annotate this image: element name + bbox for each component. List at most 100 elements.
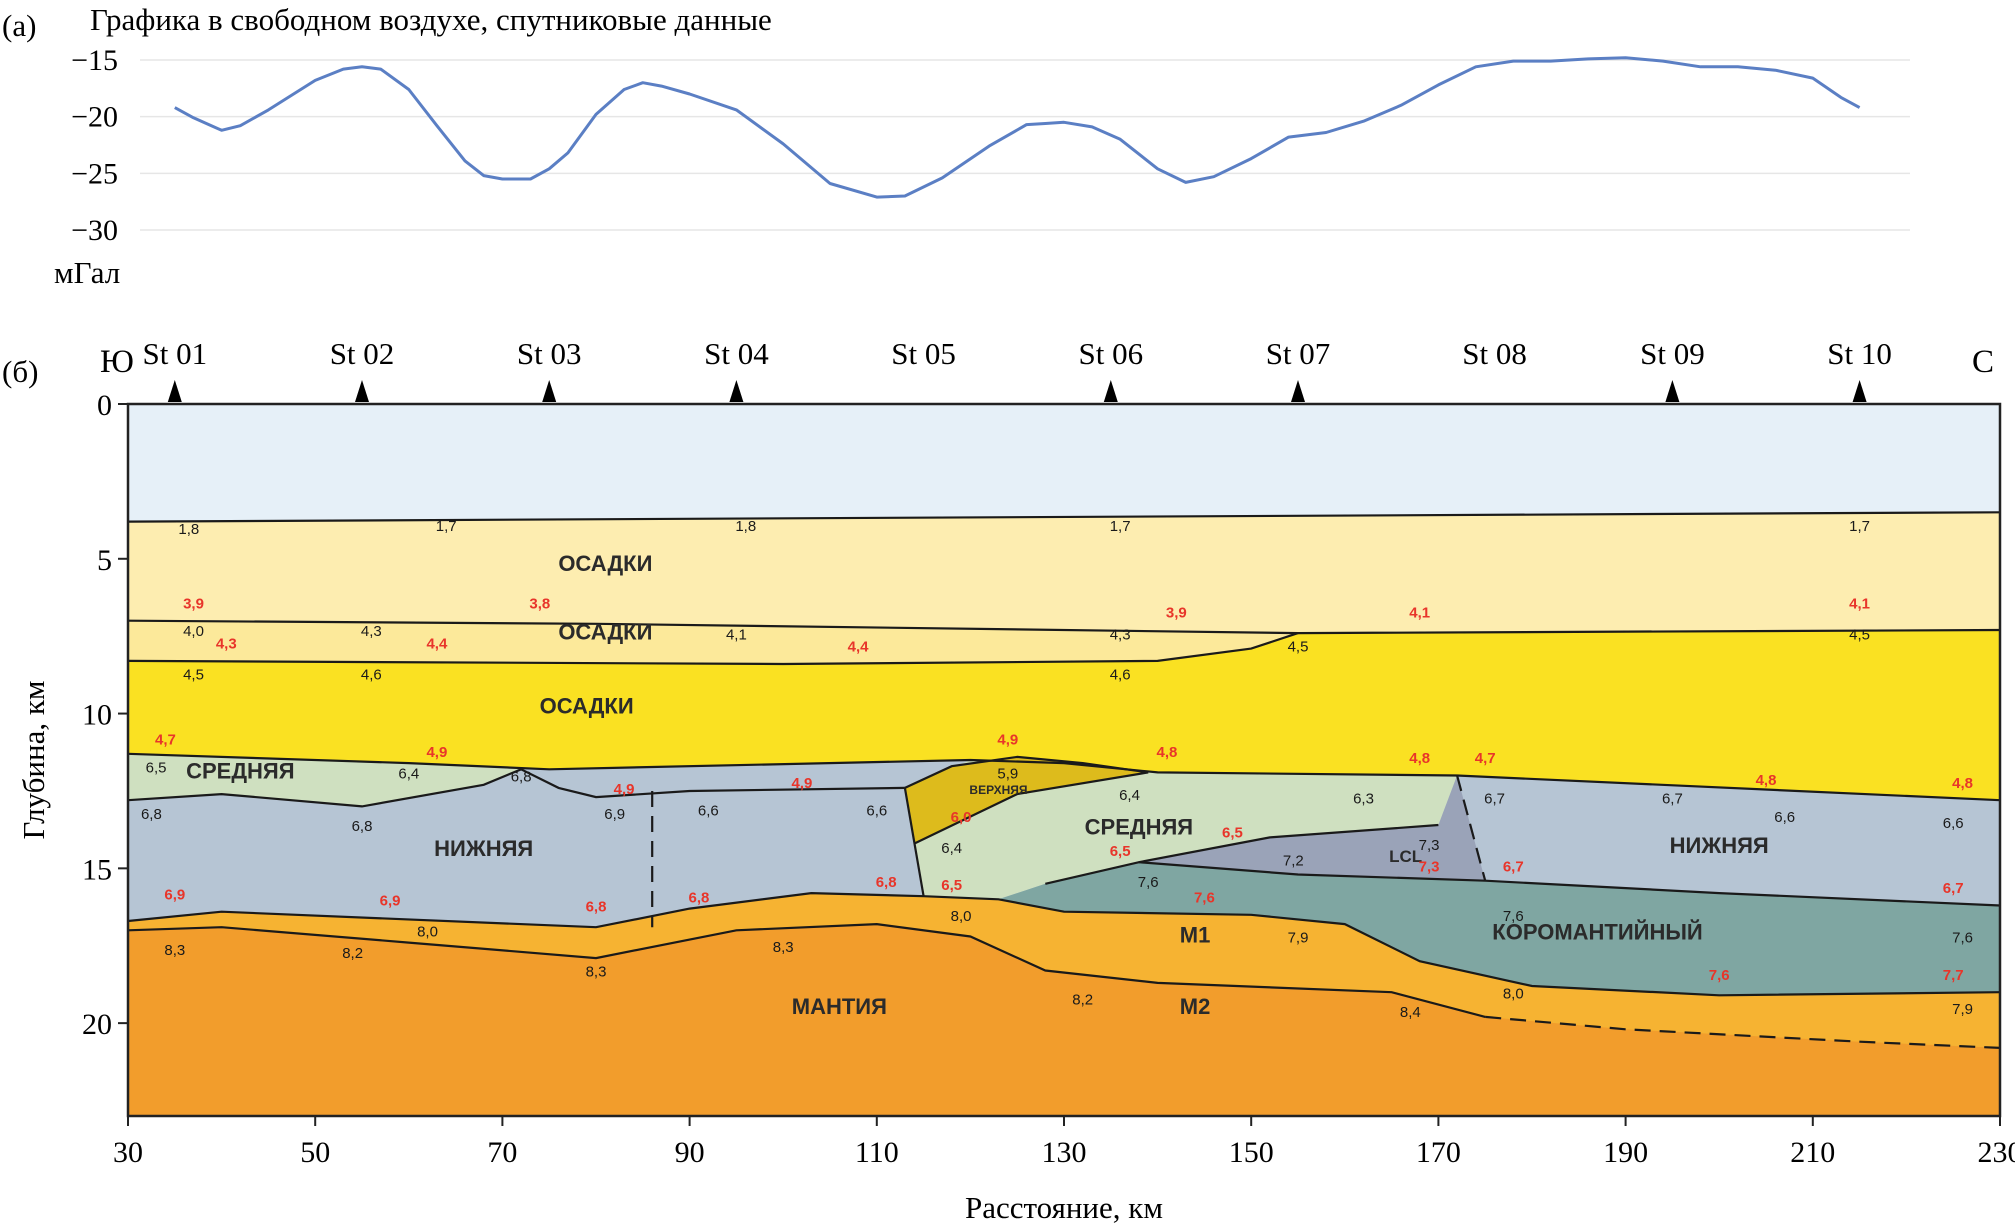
velocity-label: 6,3 xyxy=(1353,790,1374,807)
velocity-label: 7,6 xyxy=(1138,874,1159,891)
m2-dashed-boundary xyxy=(1485,1015,2001,1049)
y-tick-label: 5 xyxy=(97,544,112,577)
station-triangle-icon xyxy=(1665,380,1680,402)
layer-names: ОСАДКИ ОСАДКИ ОСАДКИ СРЕДНЯЯ НИЖНЯЯ ВЕРХНЯЯ СР… xyxy=(186,551,1769,1019)
x-tick-label: 230 xyxy=(1978,1136,2015,1169)
velocity-label: 6,6 xyxy=(866,803,887,820)
basement-boundary xyxy=(127,752,2001,802)
velocity-label: 4,5 xyxy=(1288,639,1309,656)
velocity-label: 7,6 xyxy=(1503,908,1524,925)
interface-velocity-label: 4,7 xyxy=(155,732,176,749)
y-tick-label: 20 xyxy=(82,1008,112,1041)
middle-crust-center xyxy=(904,760,1458,900)
gravity-y-tick-label: −30 xyxy=(71,214,118,247)
x-tick-label: 130 xyxy=(1042,1136,1087,1169)
layer-name: ВЕРХНЯЯ xyxy=(969,783,1027,797)
velocity-label: 6,8 xyxy=(511,769,532,786)
velocity-label: 6,8 xyxy=(141,806,162,823)
velocity-label: 4,5 xyxy=(183,667,204,684)
y-tick-label: 10 xyxy=(82,699,112,732)
panel-a-title: Графика в свободном воздухе, спутниковые… xyxy=(90,2,772,37)
depth-axis-label: Глубина, км xyxy=(16,680,51,839)
coromantic-top xyxy=(1045,861,2001,907)
velocity-label: 6,4 xyxy=(941,840,962,857)
gravity-y-tick-label: −25 xyxy=(71,157,118,190)
velocity-label: 6,6 xyxy=(1774,809,1795,826)
layer-name: ОСАДКИ xyxy=(540,694,634,719)
interface-velocity-label: 7,7 xyxy=(1943,967,1964,984)
velocity-label: 4,6 xyxy=(361,667,382,684)
velocity-label: 7,3 xyxy=(1419,837,1440,854)
station-label: St 08 xyxy=(1462,336,1527,371)
station-triangle-icon xyxy=(355,380,369,402)
station-label: St 03 xyxy=(517,336,582,371)
station-label: St 06 xyxy=(1078,336,1143,371)
geologic-layers xyxy=(128,512,2000,1116)
velocity-label: 6,6 xyxy=(1943,815,1964,832)
mantle xyxy=(128,924,2000,1116)
interface-velocity-label: 4,9 xyxy=(791,775,812,792)
south-label: Ю xyxy=(100,344,134,380)
section-plot: ОСАДКИ ОСАДКИ ОСАДКИ СРЕДНЯЯ НИЖНЯЯ ВЕРХНЯЯ СР… xyxy=(126,402,2002,1118)
x-tick-label: 90 xyxy=(675,1136,705,1169)
interface-velocity-label: 4,8 xyxy=(1409,750,1430,767)
interface-velocity-labels: 3,9 3,8 3,9 4,1 4,1 4,3 4,4 4,4 4,7 4,9 4,9 4,9 4,9 4… xyxy=(155,595,1973,983)
velocity-label: 6,7 xyxy=(1484,790,1505,807)
interface-velocity-label: 4,8 xyxy=(1952,775,1973,792)
distance-ticks: 30 50 70 90 110 130 150 170 190 210 230 xyxy=(113,1116,2015,1169)
x-tick-label: 50 xyxy=(300,1136,330,1169)
velocity-label: 1,8 xyxy=(735,518,756,535)
station-label: St 01 xyxy=(142,336,207,371)
interface-velocity-label: 7,6 xyxy=(1194,889,1215,906)
gravity-unit-label: мГал xyxy=(54,255,120,290)
interface-velocity-label: 4,4 xyxy=(848,639,870,656)
gravity-anomaly-line xyxy=(174,56,1861,199)
depth-ticks: 0 5 10 15 20 xyxy=(82,389,128,1041)
velocity-label: 6,4 xyxy=(398,766,419,783)
interface-velocity-label: 3,8 xyxy=(529,595,550,612)
middle-crust-south xyxy=(128,753,522,807)
velocity-label: 6,6 xyxy=(698,803,719,820)
interface-velocity-label: 6,8 xyxy=(876,874,897,891)
north-label: С xyxy=(1972,344,1994,380)
velocity-label: 4,3 xyxy=(361,623,382,640)
interface-velocity-label: 6,0 xyxy=(951,809,972,826)
velocity-label: 6,8 xyxy=(352,818,373,835)
layer-name: М1 xyxy=(1180,923,1211,948)
velocity-label: 7,2 xyxy=(1283,852,1304,869)
lcl-body xyxy=(1138,775,1486,881)
station-markers: St 01 St 02 St 03 St 04 St 05 St 06 St 07 St 08… xyxy=(142,336,1892,402)
interface-velocity-label: 4,9 xyxy=(997,732,1018,749)
x-tick-label: 210 xyxy=(1790,1136,1835,1169)
velocity-label: 7,9 xyxy=(1288,930,1309,947)
layer-boundaries xyxy=(127,511,2001,1049)
velocity-label: 6,9 xyxy=(604,806,625,823)
station-triangle-icon xyxy=(167,380,182,402)
layer-name: ОСАДКИ xyxy=(558,551,652,576)
interface-velocity-label: 6,9 xyxy=(164,886,185,903)
station-triangle-icon xyxy=(1852,380,1867,402)
x-tick-label: 190 xyxy=(1603,1136,1648,1169)
layer-name: КОРОМАНТИЙНЫЙ xyxy=(1492,920,1702,945)
panel-a: (а) Графика в свободном воздухе, спутник… xyxy=(2,2,1910,290)
velocity-label: 7,6 xyxy=(1952,930,1973,947)
panel-b: (б) Ю С St 01 St 02 St 03 St 04 St 05 St 06 St… xyxy=(2,336,2015,1225)
velocity-label: 7,9 xyxy=(1952,1001,1973,1018)
station-triangle-icon xyxy=(1103,380,1118,402)
station-label: St 02 xyxy=(330,336,395,371)
y-tick-label: 0 xyxy=(97,389,112,422)
middle-crust-base xyxy=(127,768,905,808)
station-triangle-icon xyxy=(542,380,557,402)
x-tick-label: 30 xyxy=(113,1136,143,1169)
interface-velocity-label: 3,9 xyxy=(183,595,204,612)
interface-velocity-label: 4,3 xyxy=(216,636,237,653)
x-tick-label: 70 xyxy=(487,1136,517,1169)
station-triangle-icon xyxy=(1291,380,1305,402)
velocity-label: 4,0 xyxy=(183,623,204,640)
velocity-labels: 1,8 1,7 1,8 1,7 1,7 4,0 4,3 4,1 4,3 4,5 4,5 4,5 4,6 4… xyxy=(141,518,1973,1021)
layer-name: СРЕДНЯЯ xyxy=(1085,814,1193,839)
interface-velocity-label: 7,3 xyxy=(1419,858,1440,875)
velocity-label: 4,1 xyxy=(726,626,747,643)
interface-velocity-label: 6,7 xyxy=(1503,858,1524,875)
